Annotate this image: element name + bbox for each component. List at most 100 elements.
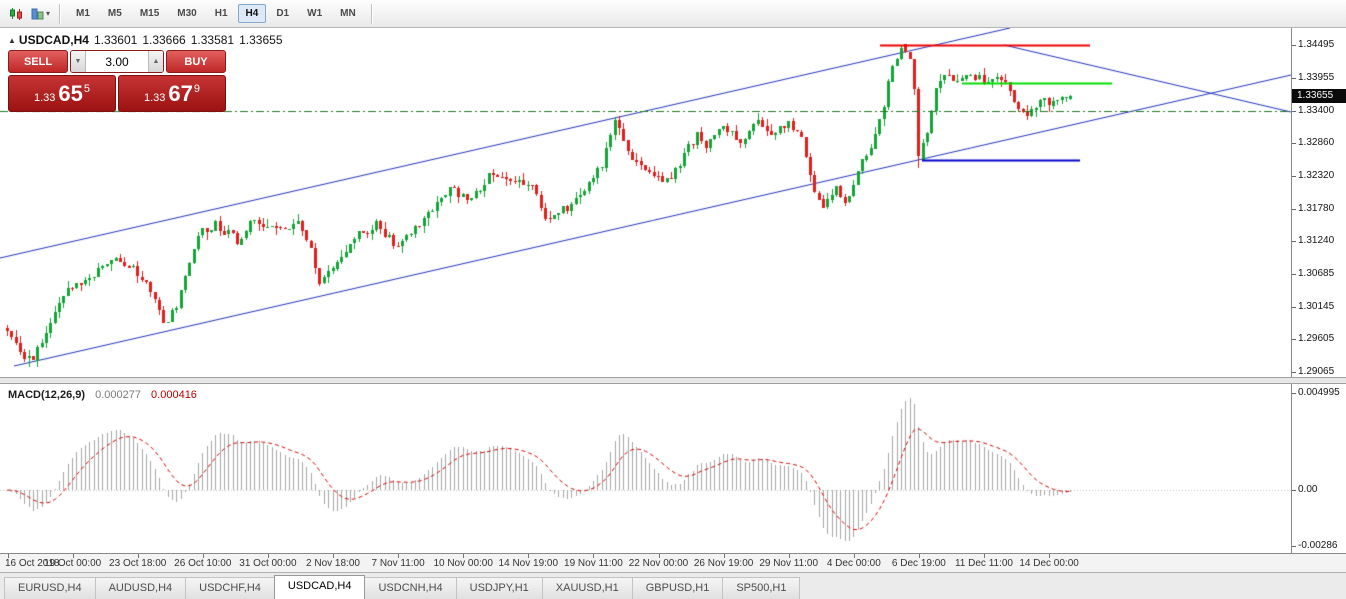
time-axis-tick <box>138 554 139 558</box>
ohlc-open: 1.33601 <box>93 33 138 47</box>
tf-button-h4[interactable]: H4 <box>237 4 267 23</box>
sell-price-display[interactable]: 1.33 65 5 <box>8 75 116 112</box>
symbol-tab-audusd-h4[interactable]: AUDUSD,H4 <box>94 577 187 599</box>
time-axis-label: 16 Oct 2018 <box>5 558 60 569</box>
time-axis[interactable]: 16 Oct 2018 19 Oct 00:00 23 Oct 18:00 26 Oc… <box>0 553 1346 572</box>
time-axis-label: 11 Dec 11:00 <box>954 558 1014 569</box>
chart-style-dropdown[interactable]: ▾ <box>28 3 53 25</box>
time-axis-tick <box>854 554 855 558</box>
price-scale-label: 1.33955 <box>1291 71 1335 83</box>
buy-price-sup: 9 <box>193 82 201 95</box>
tf-button-mn[interactable]: MN <box>340 8 356 19</box>
macd-signal-value: 0.000416 <box>151 389 197 401</box>
tf-button-d1[interactable]: D1 <box>276 8 290 19</box>
dropdown-caret-icon: ▾ <box>46 9 51 18</box>
volume-increase-button[interactable]: ▲ <box>148 51 163 72</box>
tf-button-m15[interactable]: M15 <box>139 8 160 19</box>
macd-name: MACD(12,26,9) <box>8 389 86 401</box>
symbol-tab-eurusd-h4[interactable]: EURUSD,H4 <box>4 577 96 599</box>
ohlc-low: 1.33581 <box>190 33 235 47</box>
time-axis-tick <box>593 554 594 558</box>
current-price-badge: 1.33655 <box>1292 88 1346 103</box>
ohlc-close: 1.33655 <box>239 33 283 47</box>
time-axis-tick <box>984 554 985 558</box>
symbol-tab-usdcad-h4[interactable]: USDCAD,H4 <box>273 575 366 599</box>
time-axis-tick <box>659 554 660 558</box>
time-axis-tick <box>919 554 920 558</box>
time-axis-label: 22 Nov 00:00 <box>628 558 689 569</box>
volume-input[interactable]: 3.00 <box>105 54 129 69</box>
price-scale-label: 1.29605 <box>1291 333 1335 345</box>
time-axis-tick <box>528 554 529 558</box>
buy-button[interactable]: BUY <box>166 50 226 73</box>
time-axis-label: 2 Nov 18:00 <box>306 558 360 569</box>
symbol-tab-usdchf-h4[interactable]: USDCHF,H4 <box>185 577 275 599</box>
chart-canvas[interactable] <box>0 28 1291 553</box>
chart-title: ▲ USDCAD,H4 1.33601 1.33666 1.33581 1.33655 <box>8 33 283 47</box>
chart-style-glyph <box>31 8 44 19</box>
tf-button-m30[interactable]: M30 <box>177 8 197 19</box>
time-axis-tick <box>333 554 334 558</box>
price-scale-label: 1.34495 <box>1291 39 1335 50</box>
symbol-tab-xauusd-h1[interactable]: XAUUSD,H1 <box>541 577 633 599</box>
tf-button-m1[interactable]: M1 <box>76 8 90 19</box>
time-axis-label: 26 Nov 19:00 <box>693 558 754 569</box>
tf-button-m5[interactable]: M5 <box>107 8 122 19</box>
price-scale-label: 1.33400 <box>1291 104 1335 116</box>
time-axis-tick <box>789 554 790 558</box>
macd-scale-label-bottom: -0.00286 <box>1291 539 1338 551</box>
price-scale-label: 1.31780 <box>1291 202 1335 214</box>
toolbar-separator <box>59 3 62 24</box>
symbol-tab-usdcnh-h4[interactable]: USDCNH,H4 <box>364 577 457 599</box>
volume-decrease-button[interactable]: ▼ <box>71 51 86 72</box>
timeframe-buttons: M1 M5 M15 M30 H1 H4 D1 W1 MN <box>67 4 365 23</box>
price-scale-label: 1.32860 <box>1291 137 1335 149</box>
symbol-tab-sp500-h1[interactable]: SP500,H1 <box>722 577 801 599</box>
toolbar-separator <box>370 3 373 24</box>
symbol-tab-usdjpy-h1[interactable]: USDJPY,H1 <box>455 577 543 599</box>
one-click-trading-panel: SELL ▼ 3.00 ▲ BUY 1.33 65 5 1.33 67 9 <box>8 50 226 112</box>
sell-price-sup: 5 <box>83 82 91 95</box>
time-axis-tick <box>724 554 725 558</box>
tf-button-w1[interactable]: W1 <box>307 8 323 19</box>
time-axis-label: 6 Dec 19:00 <box>891 558 946 569</box>
time-axis-tick <box>8 554 9 558</box>
ohlc-high: 1.33666 <box>142 33 186 47</box>
buy-price-prefix: 1.33 <box>143 91 166 104</box>
toolbar: ▾ M1 M5 M15 M30 H1 H4 D1 W1 MN <box>0 0 1346 28</box>
price-scale[interactable]: 1.33655 1.34495 1.33955 1.33400 1.32860 1.32… <box>1291 28 1346 553</box>
sell-button[interactable]: SELL <box>8 50 68 73</box>
time-axis-label: 19 Oct 00:00 <box>43 558 102 569</box>
time-axis-label: 31 Oct 00:00 <box>239 558 297 569</box>
candlestick-chart-glyph <box>10 7 22 20</box>
time-axis-label: 14 Nov 19:00 <box>498 558 559 569</box>
volume-spinner: ▼ 3.00 ▲ <box>70 50 164 73</box>
symbol-tab-gbpusd-h1[interactable]: GBPUSD,H1 <box>631 577 724 599</box>
one-click-toggle-icon[interactable]: ▲ <box>8 36 16 45</box>
chart-tabs-bar: EURUSD,H4 AUDUSD,H4 USDCHF,H4 USDCAD,H4 USDC… <box>0 572 1346 599</box>
tf-button-h1[interactable]: H1 <box>214 8 228 19</box>
price-scale-label: 1.31240 <box>1291 235 1335 247</box>
time-axis-tick <box>398 554 399 558</box>
pane-splitter[interactable] <box>0 377 1346 384</box>
time-axis-tick <box>268 554 269 558</box>
price-scale-label: 1.30685 <box>1291 268 1335 280</box>
price-scale-label: 1.32320 <box>1291 169 1335 181</box>
time-axis-label: 7 Nov 11:00 <box>371 558 425 569</box>
macd-main-value: 0.000277 <box>95 389 141 401</box>
time-axis-label: 14 Dec 00:00 <box>1019 558 1079 569</box>
time-axis-label: 19 Nov 11:00 <box>564 558 623 569</box>
time-axis-tick <box>73 554 74 558</box>
time-axis-label: 23 Oct 18:00 <box>109 558 167 569</box>
time-axis-tick <box>1049 554 1050 558</box>
sell-price-big: 65 <box>58 80 83 106</box>
buy-price-display[interactable]: 1.33 67 9 <box>118 75 226 112</box>
candlestick-chart-icon[interactable] <box>4 3 28 25</box>
price-scale-label: 1.29065 <box>1291 366 1335 377</box>
buy-price-big: 67 <box>168 80 193 106</box>
time-axis-label: 4 Dec 00:00 <box>826 558 881 569</box>
sell-price-prefix: 1.33 <box>33 91 56 104</box>
time-axis-label: 29 Nov 11:00 <box>759 558 819 569</box>
time-axis-label: 26 Oct 10:00 <box>174 558 232 569</box>
